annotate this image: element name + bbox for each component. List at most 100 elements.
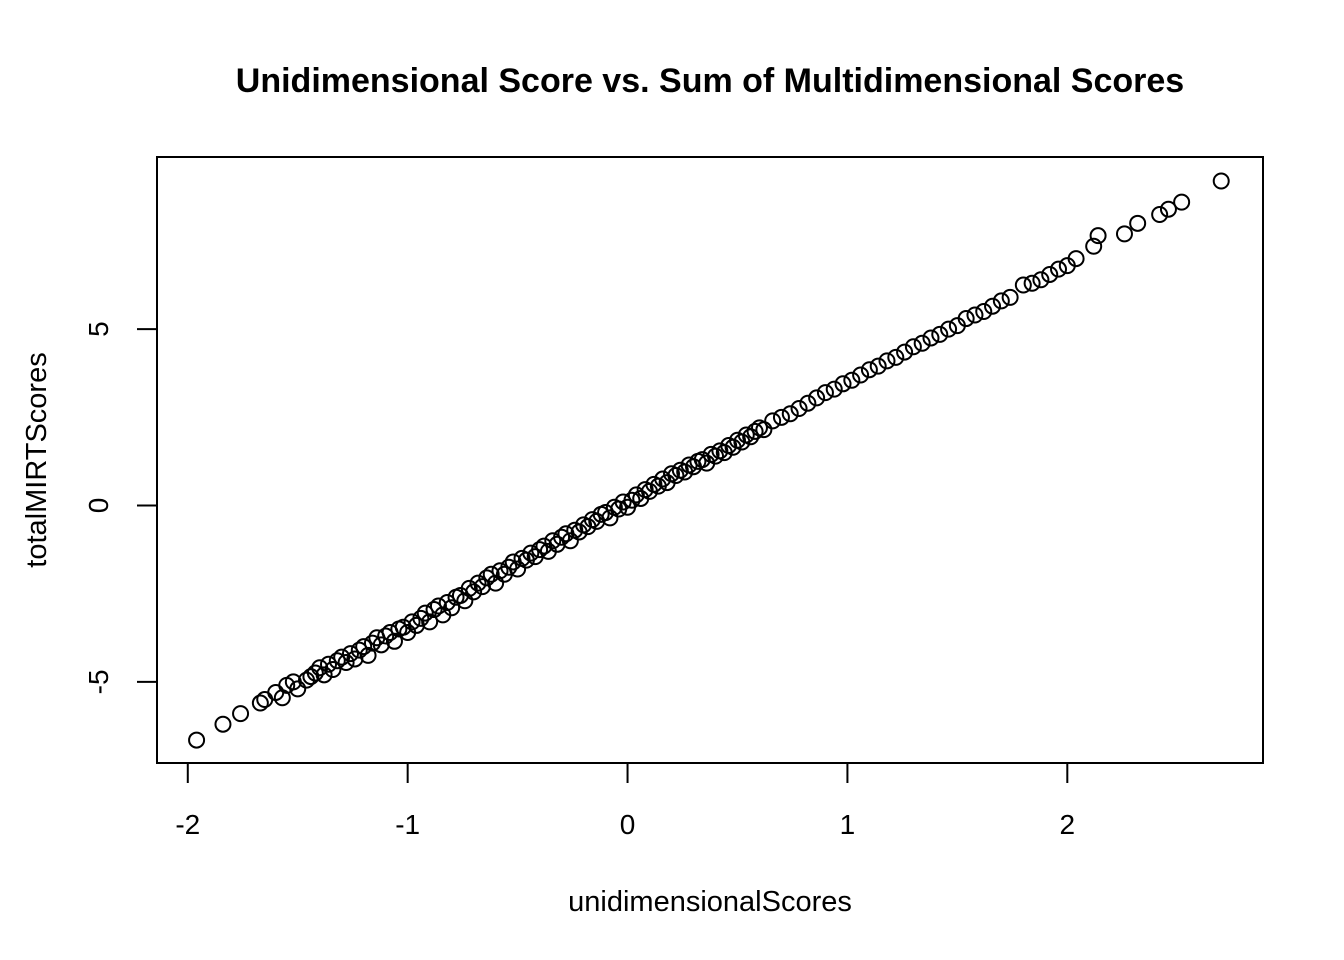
chart-title: Unidimensional Score vs. Sum of Multidim…: [236, 62, 1184, 100]
data-point: [746, 422, 764, 440]
data-point: [416, 604, 434, 622]
data-point: [469, 574, 487, 592]
data-point: [491, 562, 509, 580]
data-point: [315, 666, 333, 684]
data-point: [465, 583, 483, 601]
data-point: [825, 380, 843, 398]
data-point: [320, 655, 338, 673]
data-point: [790, 400, 808, 418]
data-point: [350, 641, 368, 659]
data-point: [614, 493, 632, 511]
data-point: [1067, 250, 1085, 268]
data-point: [302, 668, 320, 686]
data-point: [522, 544, 540, 562]
data-point: [1089, 227, 1107, 245]
data-point: [742, 428, 760, 446]
data-point: [808, 389, 826, 407]
data-point: [1115, 225, 1133, 243]
data-point: [1159, 200, 1177, 218]
data-point: [667, 467, 685, 485]
data-point: [429, 597, 447, 615]
data-point: [500, 558, 518, 576]
data-point: [1085, 237, 1103, 255]
data-point: [896, 343, 914, 361]
data-point: [975, 302, 993, 320]
data-point: [957, 310, 975, 328]
x-tick-label: -1: [395, 809, 420, 840]
data-point: [306, 664, 324, 682]
data-point: [443, 599, 461, 617]
data-point: [623, 491, 641, 509]
data-point: [1023, 274, 1041, 292]
data-point: [772, 408, 790, 426]
data-point: [869, 357, 887, 375]
data-point: [289, 680, 307, 698]
data-points: [188, 172, 1230, 749]
y-axis-label: totalMIRTScores: [21, 352, 53, 567]
data-point: [1151, 205, 1169, 223]
data-point: [913, 334, 931, 352]
data-point: [931, 325, 949, 343]
x-tick-label: -2: [175, 809, 200, 840]
data-point: [425, 601, 443, 619]
data-point: [188, 731, 206, 749]
data-point: [251, 694, 269, 712]
data-point: [535, 537, 553, 555]
data-point: [412, 609, 430, 627]
data-point: [984, 297, 1002, 315]
data-point: [860, 361, 878, 379]
data-point: [1014, 276, 1032, 294]
data-point: [843, 371, 861, 389]
y-axis: -5 0 5: [83, 321, 158, 694]
data-point: [214, 715, 232, 733]
data-point: [922, 329, 940, 347]
data-point: [852, 366, 870, 384]
data-point: [966, 306, 984, 324]
x-axis-label: unidimensionalScores: [568, 886, 852, 918]
data-point: [544, 532, 562, 550]
data-point: [324, 661, 342, 679]
y-tick-label: 0: [83, 498, 114, 514]
data-point: [601, 509, 619, 527]
data-point: [887, 348, 905, 366]
data-point: [363, 634, 381, 652]
data-point: [992, 292, 1010, 310]
data-point: [355, 638, 373, 656]
data-point: [1173, 193, 1191, 211]
data-point: [337, 653, 355, 671]
data-point: [531, 541, 549, 559]
data-point: [1041, 265, 1059, 283]
y-tick-label: -5: [83, 669, 114, 694]
data-point: [553, 528, 571, 546]
data-point: [232, 705, 250, 723]
data-point: [1032, 271, 1050, 289]
data-point: [333, 648, 351, 666]
data-point: [438, 594, 456, 612]
x-axis: -2 -1 0 1 2: [175, 762, 1076, 840]
x-tick-label: 1: [840, 809, 856, 840]
data-point: [706, 447, 724, 465]
data-point: [755, 421, 773, 439]
data-point: [1212, 172, 1230, 190]
data-point: [341, 645, 359, 663]
data-point: [1050, 260, 1068, 278]
x-tick-label: 0: [620, 809, 636, 840]
data-point: [1001, 288, 1019, 306]
data-point: [1129, 214, 1147, 232]
data-point: [764, 412, 782, 430]
data-point: [482, 565, 500, 583]
x-tick-label: 2: [1060, 809, 1076, 840]
data-point: [940, 320, 958, 338]
data-point: [878, 352, 896, 370]
data-point: [394, 618, 412, 636]
data-point: [834, 375, 852, 393]
data-point: [460, 579, 478, 597]
data-point: [561, 532, 579, 550]
data-point: [403, 613, 421, 631]
y-tick-label: 5: [83, 321, 114, 337]
data-point: [328, 652, 346, 670]
data-point: [904, 338, 922, 356]
data-point: [799, 394, 817, 412]
